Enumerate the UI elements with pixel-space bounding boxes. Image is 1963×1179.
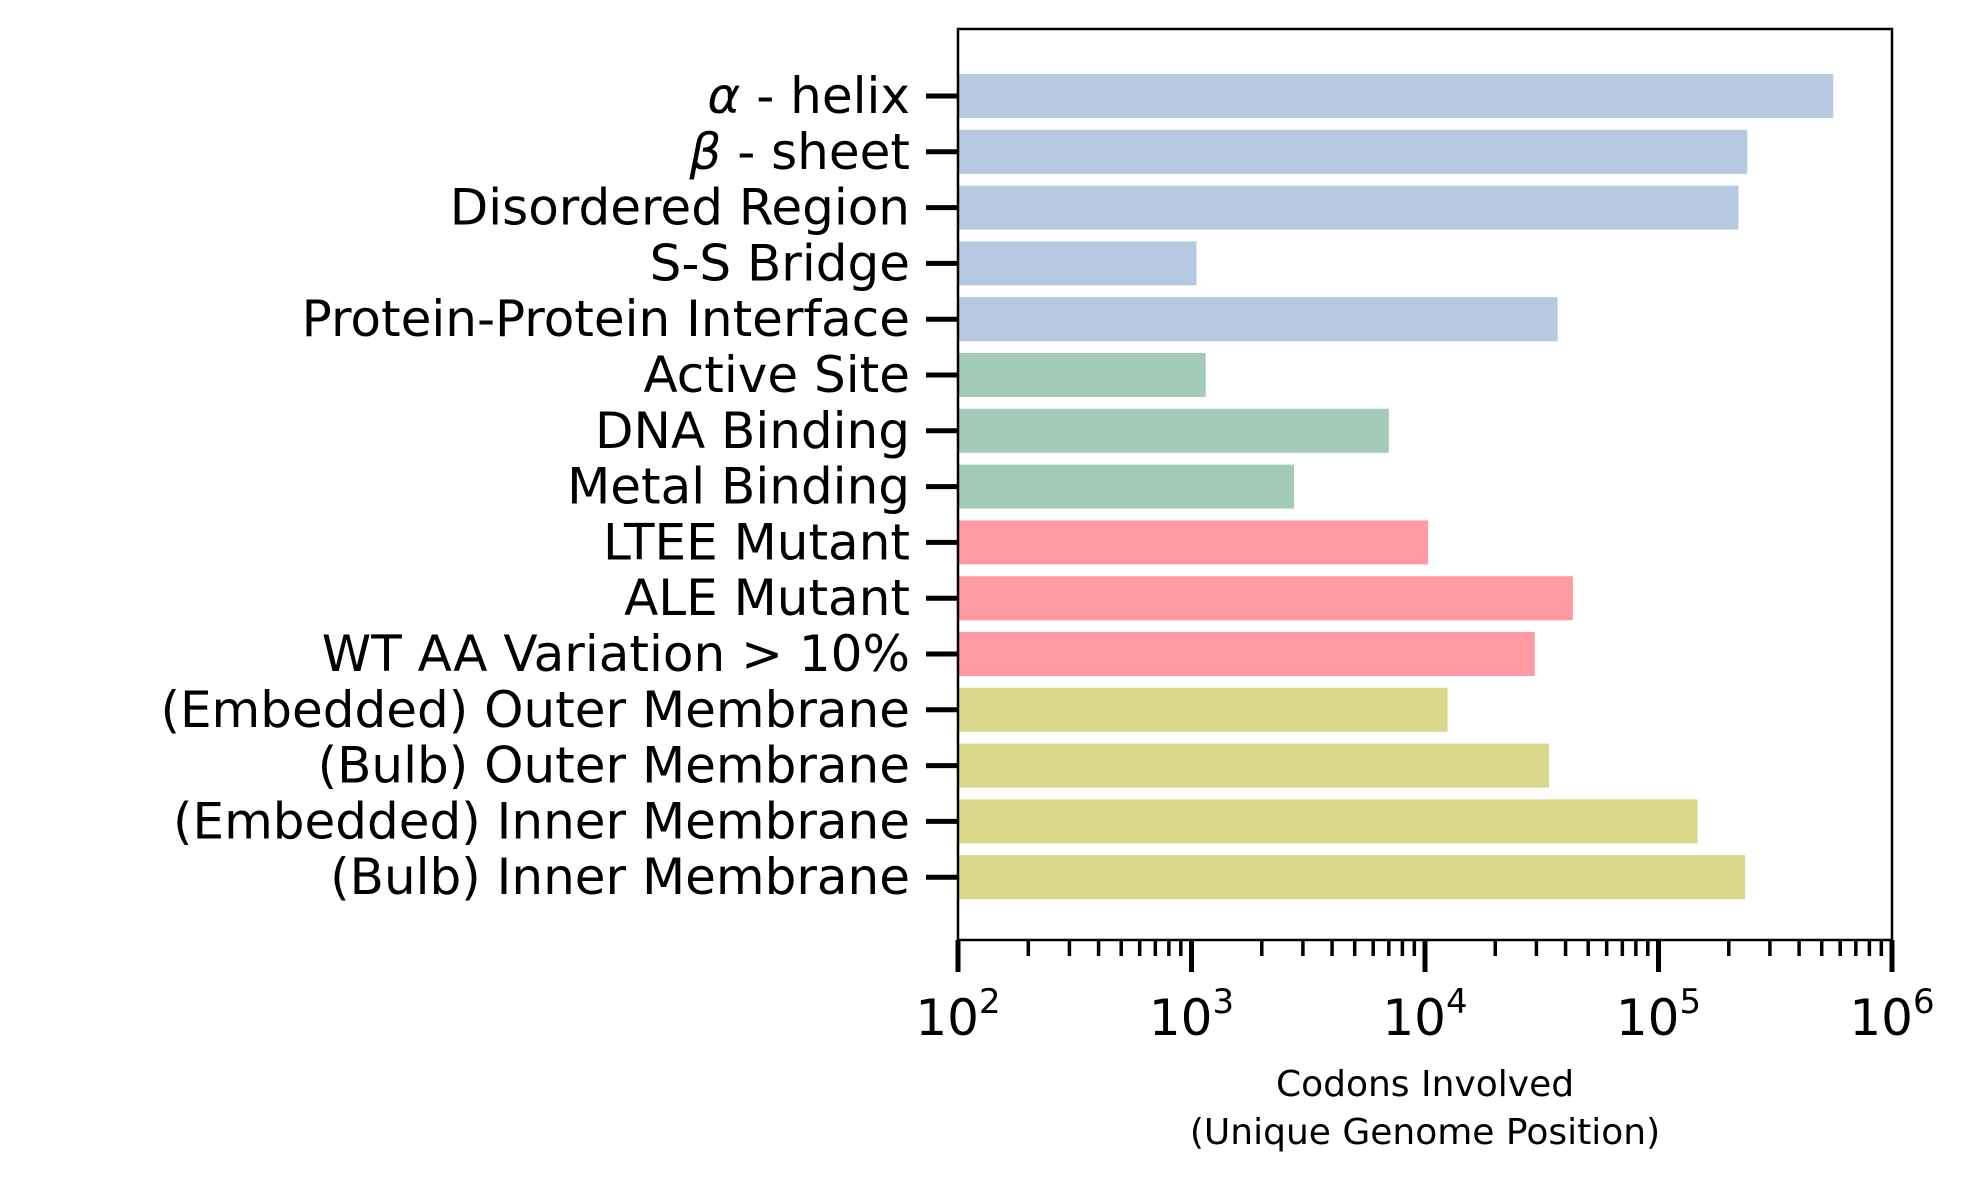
bar xyxy=(958,353,1206,397)
bar xyxy=(958,855,1746,900)
bar xyxy=(958,297,1558,342)
bar xyxy=(958,520,1428,565)
y-tick-label: DNA Binding xyxy=(595,402,910,460)
bar xyxy=(958,576,1573,621)
x-tick-label: 106 xyxy=(1849,982,1934,1047)
x-axis: 102 103 104 105 106 xyxy=(915,940,1935,1047)
bar xyxy=(958,632,1535,676)
y-tick-label: Active Site xyxy=(643,346,910,404)
x-tick-label: 103 xyxy=(1149,982,1234,1047)
bar xyxy=(958,241,1197,286)
y-tick-label: β - sheet xyxy=(688,123,910,181)
bar xyxy=(958,799,1698,844)
x-tick-label: 102 xyxy=(915,982,1000,1047)
bar xyxy=(958,743,1550,788)
x-tick-label: 104 xyxy=(1382,982,1467,1047)
x-axis-label-line2: (Unique Genome Position) xyxy=(1190,1112,1660,1153)
y-tick-label: (Embedded) Inner Membrane xyxy=(173,792,910,850)
bar xyxy=(958,185,1739,230)
y-tick-label: Disordered Region xyxy=(450,179,910,237)
y-tick-label: S-S Bridge xyxy=(650,234,910,292)
x-axis-label-line1: Codons Involved xyxy=(1276,1064,1574,1105)
bars xyxy=(958,74,1834,900)
y-tick-label: ALE Mutant xyxy=(624,569,910,627)
y-tick-label: (Embedded) Outer Membrane xyxy=(160,681,910,739)
x-tick-label: 105 xyxy=(1616,982,1701,1047)
y-tick-label: LTEE Mutant xyxy=(603,513,910,571)
y-tick-label: (Bulb) Outer Membrane xyxy=(318,737,910,795)
y-tick-label: (Bulb) Inner Membrane xyxy=(330,848,910,906)
bar xyxy=(958,687,1448,732)
bar xyxy=(958,408,1389,453)
y-tick-label: Metal Binding xyxy=(567,458,910,516)
bar xyxy=(958,74,1834,118)
bar xyxy=(958,129,1748,174)
y-tick-label: WT AA Variation > 10% xyxy=(322,625,910,683)
y-tick-label: Protein-Protein Interface xyxy=(302,290,910,348)
y-tick-label: α - helix xyxy=(707,67,910,125)
bar xyxy=(958,464,1295,509)
